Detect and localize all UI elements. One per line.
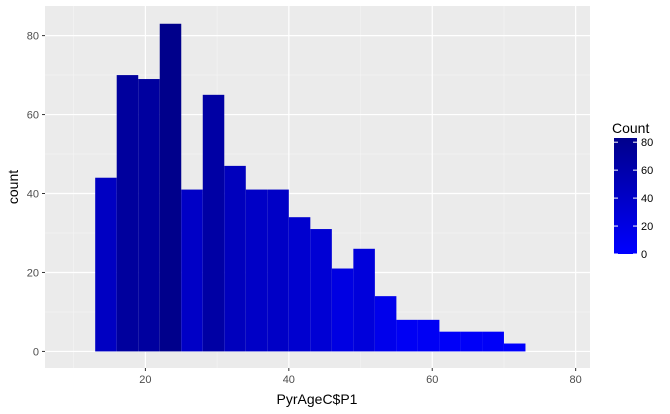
histogram-bar [202, 94, 225, 352]
histogram-bar [245, 189, 268, 352]
legend-tick-label: 80 [641, 137, 653, 149]
legend-title: Count [612, 120, 649, 136]
histogram-bar [482, 331, 504, 352]
x-axis-title: PyrAgeC$P1 [277, 391, 358, 407]
legend-tick-label: 20 [641, 221, 653, 233]
legend-tick-label: 0 [641, 249, 647, 261]
histogram-bar [460, 331, 483, 352]
y-tick-label: 40 [27, 189, 39, 201]
histogram-bar [331, 268, 354, 352]
histogram-bar [224, 165, 246, 352]
legend-ticks: 0 20 40 60 80 [614, 137, 653, 261]
legend-tick-label: 40 [641, 193, 653, 205]
x-axis: 20 40 60 80 [139, 368, 582, 386]
x-tick-label: 60 [426, 374, 438, 386]
y-tick-label: 20 [27, 267, 39, 279]
histogram-bar [310, 229, 332, 352]
histogram-bar [353, 248, 375, 352]
histogram-bar [439, 331, 461, 352]
histogram-bar [503, 343, 526, 352]
legend-colorbar [614, 138, 637, 254]
y-axis: 0 20 40 60 80 [27, 31, 45, 358]
x-tick-label: 80 [570, 374, 582, 386]
x-tick-label: 40 [283, 374, 295, 386]
histogram-bar [374, 296, 397, 352]
histogram-bar [116, 75, 139, 352]
histogram-bar [181, 189, 203, 352]
legend: Count 0 20 40 60 80 [612, 120, 653, 261]
histogram-bar [288, 217, 311, 352]
histogram-bar [138, 79, 160, 352]
histogram-bar [417, 319, 440, 352]
histogram-bar [159, 23, 182, 352]
histogram-bar [396, 319, 418, 352]
histogram-bar [95, 177, 117, 352]
y-tick-label: 0 [33, 346, 39, 358]
y-tick-label: 60 [27, 110, 39, 122]
histogram-bars [95, 23, 526, 352]
histogram-bar [267, 189, 289, 352]
legend-tick-label: 60 [641, 165, 653, 177]
y-tick-label: 80 [27, 31, 39, 43]
x-tick-label: 20 [139, 374, 151, 386]
y-axis-title: count [5, 170, 21, 204]
